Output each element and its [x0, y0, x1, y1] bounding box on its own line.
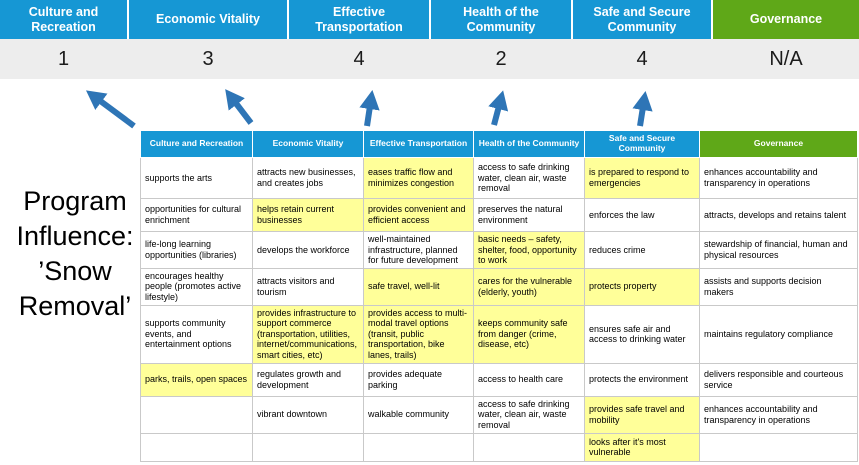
- table-cell: supports the arts: [140, 157, 253, 199]
- table-row: encourages healthy people (promotes acti…: [140, 267, 858, 306]
- category-header: Governance: [713, 0, 859, 39]
- table-header-row: Culture and Recreation Economic Vitality E…: [140, 130, 858, 158]
- category-header: Economic Vitality: [129, 0, 287, 39]
- table-header-cell: Effective Transportation: [363, 130, 474, 158]
- table-cell: protects property: [584, 267, 700, 306]
- table-cell: stewardship of financial, human and phys…: [699, 231, 858, 269]
- table-cell: helps retain current businesses: [252, 198, 364, 232]
- arrow-up-icon: [85, 90, 136, 129]
- table-cell: vibrant downtown: [252, 395, 364, 434]
- table-cell: basic needs – safety, shelter, food, opp…: [473, 231, 585, 269]
- table-cell: walkable community: [363, 395, 474, 434]
- arrow-up-icon: [488, 90, 509, 126]
- table-row: opportunities for cultural enrichment hel…: [140, 198, 858, 232]
- table-cell: protects the environment: [584, 362, 700, 397]
- table-cell: safe travel, well-lit: [363, 267, 474, 306]
- score-band: [0, 39, 859, 79]
- table-cell: provides infrastructure to support comme…: [252, 304, 364, 364]
- table-cell: opportunities for cultural enrichment: [140, 198, 253, 232]
- table-cell: access to health care: [473, 362, 585, 397]
- table-cell: [473, 432, 585, 462]
- score-row: 1 3 4 2 4 N/A: [0, 39, 859, 79]
- score-value: 3: [202, 47, 214, 70]
- table-cell: enforces the law: [584, 198, 700, 232]
- table-cell: supports community events, and entertain…: [140, 304, 253, 364]
- table-cell: parks, trails, open spaces: [140, 362, 253, 397]
- influence-table-body: supports the arts attracts new businesses…: [140, 157, 858, 462]
- table-cell: maintains regulatory compliance: [699, 304, 858, 364]
- table-cell: reduces crime: [584, 231, 700, 269]
- table-cell: enhances accountability and transparency…: [699, 395, 858, 434]
- table-cell: is prepared to respond to emergencies: [584, 157, 700, 199]
- category-header-row: Culture and Recreation Economic Vitality E…: [0, 0, 859, 39]
- table-cell: delivers responsible and courteous servi…: [699, 362, 858, 397]
- table-header-cell: Health of the Community: [473, 130, 585, 158]
- table-cell: keeps community safe from danger (crime,…: [473, 304, 585, 364]
- table-cell: provides adequate parking: [363, 362, 474, 397]
- score-value: 1: [57, 47, 70, 70]
- table-cell: ensures safe air and access to drinking …: [584, 304, 700, 364]
- table-cell: looks after it's most vulnerable: [584, 432, 700, 462]
- table-cell: cares for the vulnerable (elderly, youth…: [473, 267, 585, 306]
- category-header: Safe and Secure Community: [573, 0, 711, 39]
- table-cell: enhances accountability and transparency…: [699, 157, 858, 199]
- table-cell: provides access to multi-modal travel op…: [363, 304, 474, 364]
- page-title: Program Influence: ’Snow Removal’: [16, 186, 134, 322]
- table-cell: provides safe travel and mobility: [584, 395, 700, 434]
- table-cell: well-maintained infrastructure, planned …: [363, 231, 474, 269]
- arrow-up-icon: [225, 89, 254, 125]
- table-cell: eases traffic flow and minimizes congest…: [363, 157, 474, 199]
- table-cell: access to safe drinking water, clean air…: [473, 395, 585, 434]
- table-row: supports community events, and entertain…: [140, 304, 858, 364]
- score-value: N/A: [769, 47, 803, 70]
- table-cell: regulates growth and development: [252, 362, 364, 397]
- category-header: Health of the Community: [431, 0, 571, 39]
- table-header-cell: Culture and Recreation: [140, 130, 253, 158]
- arrow-up-icon: [359, 89, 380, 127]
- table-cell: [363, 432, 474, 462]
- table-cell: develops the workforce: [252, 231, 364, 269]
- table-cell: preserves the natural environment: [473, 198, 585, 232]
- table-cell: attracts new businesses, and creates job…: [252, 157, 364, 199]
- table-cell: life-long learning opportunities (librar…: [140, 231, 253, 269]
- table-cell: access to safe drinking water, clean air…: [473, 157, 585, 199]
- arrow-up-icon: [632, 90, 653, 127]
- table-header-cell: Governance: [699, 130, 858, 158]
- table-cell: [140, 395, 253, 434]
- table-cell: attracts visitors and tourism: [252, 267, 364, 306]
- score-value: 4: [353, 47, 365, 70]
- table-cell: [699, 432, 858, 462]
- table-cell: provides convenient and efficient access: [363, 198, 474, 232]
- table-row: supports the arts attracts new businesses…: [140, 157, 858, 199]
- table-row: life-long learning opportunities (librar…: [140, 231, 858, 269]
- table-cell: assists and supports decision makers: [699, 267, 858, 306]
- table-header-cell: Safe and Secure Community: [584, 130, 700, 158]
- score-value: 2: [495, 47, 507, 70]
- category-header: Culture and Recreation: [0, 0, 127, 39]
- table-row: looks after it's most vulnerable: [140, 432, 858, 462]
- influence-table: Culture and Recreation Economic Vitality E…: [140, 130, 858, 462]
- table-header-cell: Economic Vitality: [252, 130, 364, 158]
- table-cell: attracts, develops and retains talent: [699, 198, 858, 232]
- table-cell: [252, 432, 364, 462]
- table-row: parks, trails, open spaces regulates grow…: [140, 362, 858, 397]
- table-cell: encourages healthy people (promotes acti…: [140, 267, 253, 306]
- table-cell: [140, 432, 253, 462]
- category-header: Effective Transportation: [289, 0, 429, 39]
- score-value: 4: [636, 47, 648, 70]
- table-row: vibrant downtown walkable community access…: [140, 395, 858, 434]
